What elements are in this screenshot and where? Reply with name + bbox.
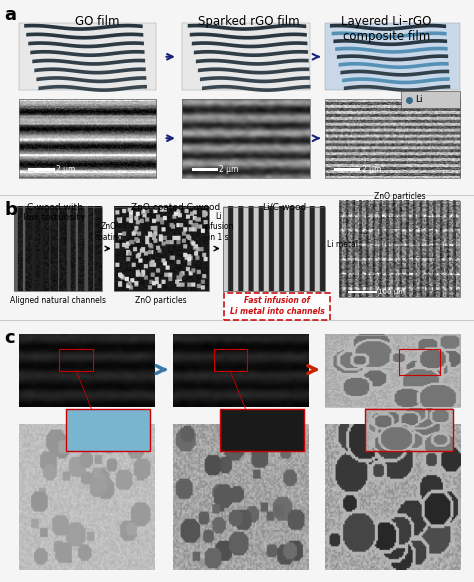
Text: 100 μm: 100 μm [378, 289, 405, 295]
Text: Sparked rGO film: Sparked rGO film [198, 15, 300, 27]
Text: Li metal: Li metal [327, 240, 358, 249]
Bar [325, 23, 460, 90]
Text: ZnO particles: ZnO particles [374, 192, 425, 201]
Text: 2 μm: 2 μm [362, 165, 381, 174]
Bar [339, 201, 460, 297]
Bar [114, 207, 209, 291]
Text: Layered Li–rGO
composite film: Layered Li–rGO composite film [341, 15, 431, 42]
Bar [213, 349, 247, 371]
Bar [24, 26, 146, 87]
Bar [329, 26, 450, 87]
Bar [60, 349, 93, 371]
Bar [14, 207, 102, 291]
Text: Li
infusion
in 1 s: Li infusion in 1 s [203, 212, 233, 242]
Bar [187, 26, 310, 87]
Text: 2 μm: 2 μm [219, 165, 239, 174]
Bar [325, 99, 460, 178]
Text: 2 μm: 2 μm [56, 165, 75, 174]
Text: GO film: GO film [75, 15, 119, 27]
Text: Li/C-wood: Li/C-wood [262, 203, 307, 211]
Bar [334, 168, 360, 171]
Text: Fast infusion of
Li metal into channels: Fast infusion of Li metal into channels [230, 296, 325, 316]
Bar [28, 168, 55, 171]
FancyBboxPatch shape [224, 293, 330, 320]
Text: Aligned natural channels: Aligned natural channels [10, 296, 106, 304]
Bar [325, 335, 460, 407]
Text: a: a [5, 6, 17, 24]
Text: c: c [5, 329, 15, 347]
Text: C-wood with
low tortuosity: C-wood with low tortuosity [23, 203, 86, 222]
Text: ZnO coated C-wood: ZnO coated C-wood [131, 203, 220, 211]
Bar [223, 207, 325, 291]
Bar [220, 409, 304, 451]
Bar [19, 23, 156, 90]
Text: ZnO
coating: ZnO coating [95, 222, 123, 242]
Bar [19, 99, 156, 178]
Text: b: b [5, 201, 18, 219]
Bar [365, 409, 453, 451]
Text: ZnO particles: ZnO particles [136, 296, 187, 304]
Bar [192, 168, 218, 171]
Bar [66, 409, 150, 451]
Bar [182, 99, 310, 178]
Bar [182, 23, 310, 90]
Text: Li: Li [415, 95, 423, 104]
Bar [399, 349, 439, 375]
Bar [348, 291, 377, 293]
Bar [401, 91, 460, 108]
